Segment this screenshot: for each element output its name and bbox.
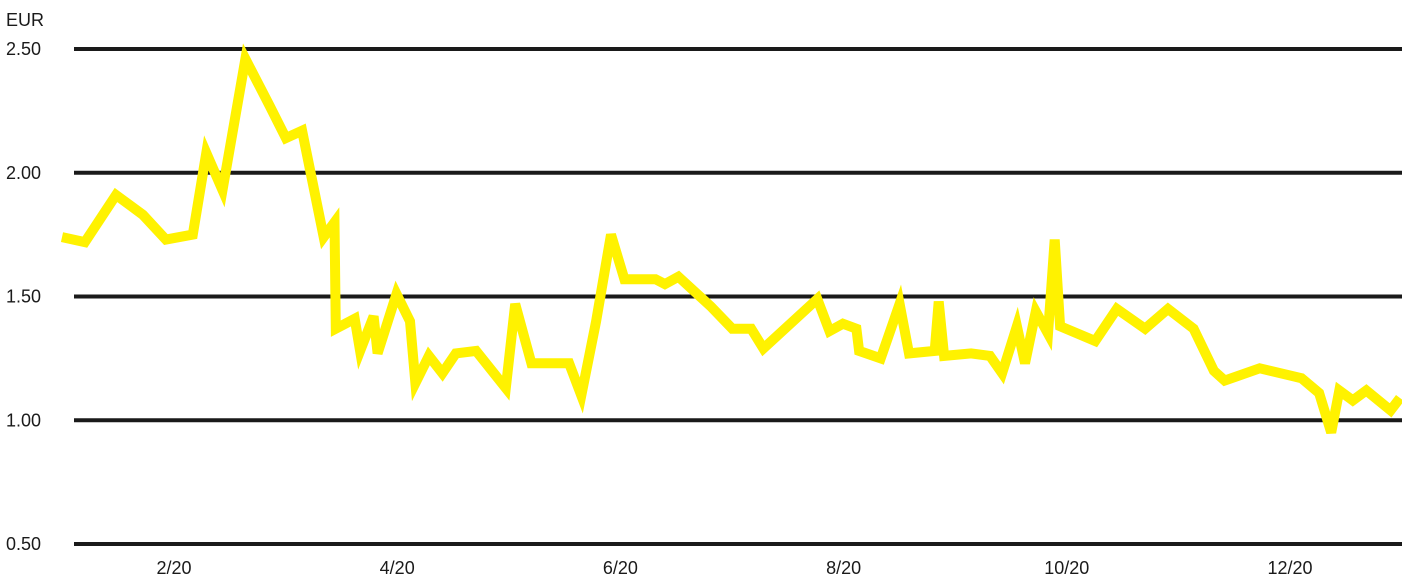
y-tick-label: 0.50	[6, 534, 41, 554]
series-line-0	[60, 43, 1402, 435]
x-tick-label: 10/20	[1044, 558, 1089, 578]
y-unit-label: EUR	[6, 10, 44, 30]
y-tick-label: 2.00	[6, 163, 41, 183]
gridlines	[74, 47, 1402, 546]
x-tick-label: 4/20	[380, 558, 415, 578]
x-tick-label: 2/20	[156, 558, 191, 578]
y-tick-label: 1.50	[6, 287, 41, 307]
y-tick-label: 2.50	[6, 39, 41, 59]
x-axis-tick-labels: 2/20 4/20 6/20 8/20 10/20 12/20	[156, 558, 1312, 578]
x-tick-label: 8/20	[826, 558, 861, 578]
y-axis-tick-labels: 2.50 2.00 1.50 1.00 0.50	[6, 39, 41, 554]
series-layer	[60, 43, 1402, 435]
x-tick-label: 12/20	[1267, 558, 1312, 578]
x-tick-label: 6/20	[603, 558, 638, 578]
y-tick-label: 1.00	[6, 410, 41, 430]
